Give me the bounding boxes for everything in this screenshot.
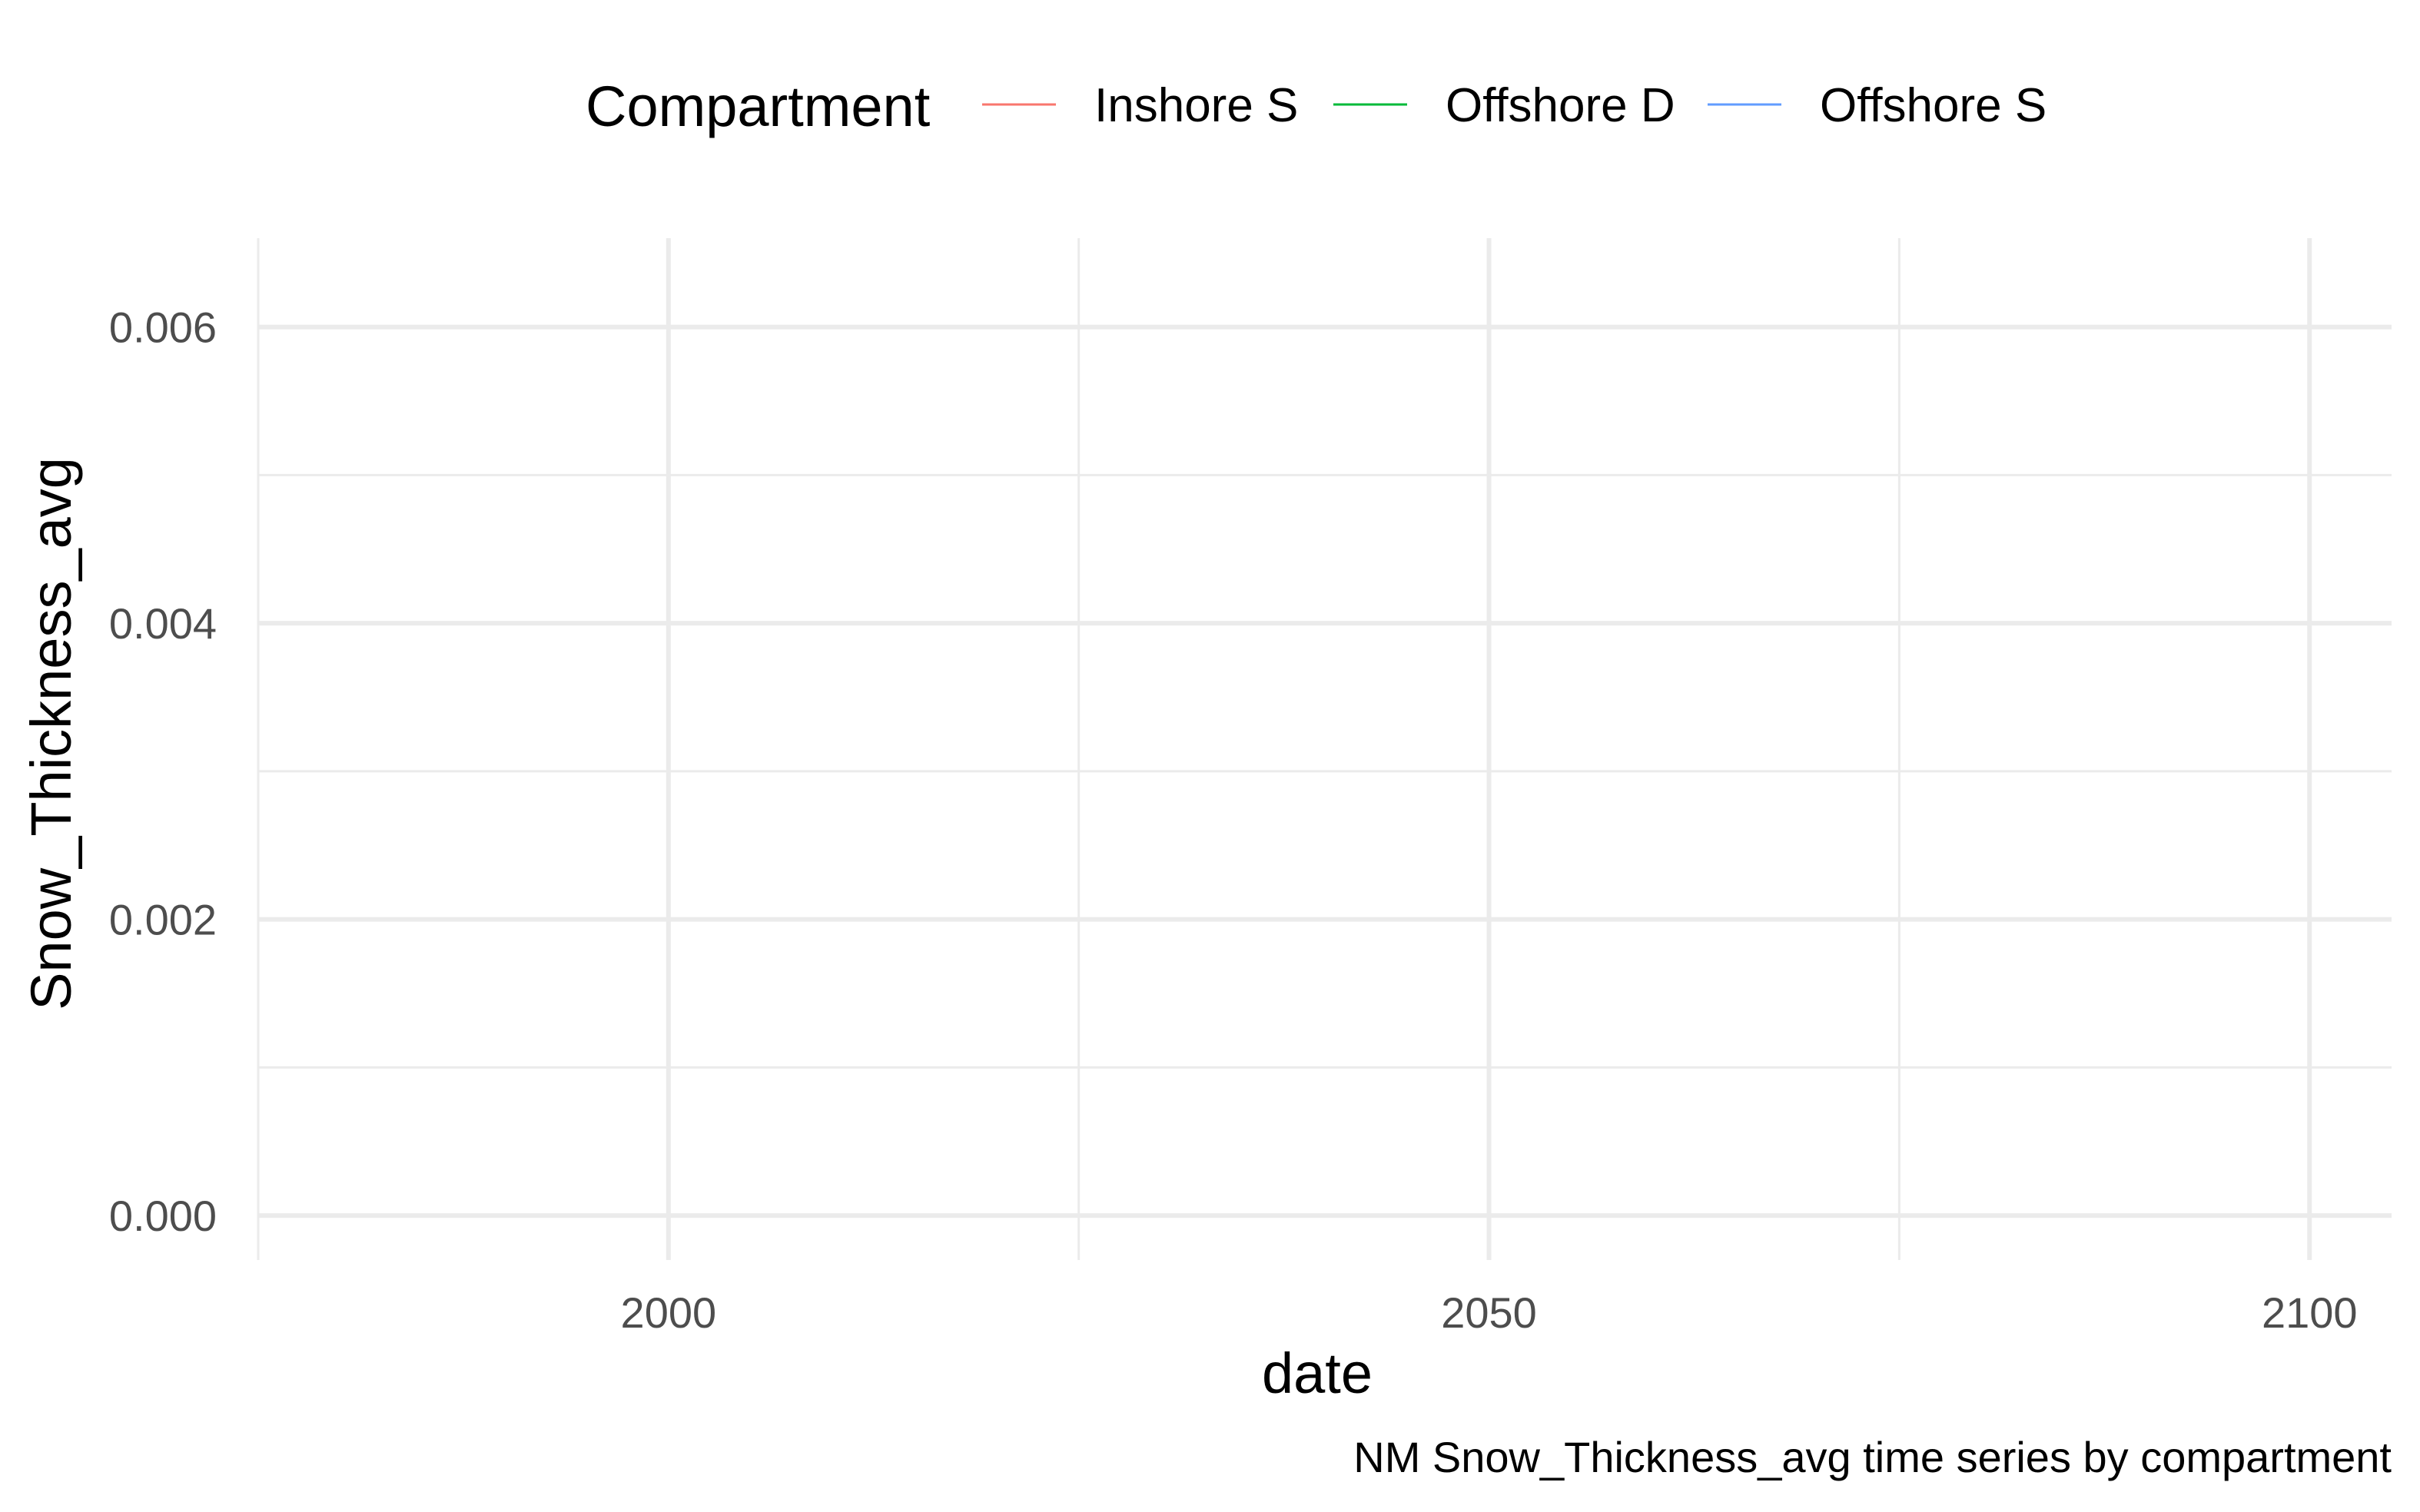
x-tick-label: 2100 (2262, 1288, 2358, 1337)
y-axis-title: Snow_Thickness_avg (19, 457, 83, 1010)
major-gridlines (258, 238, 2392, 1260)
x-tick-labels: 2000 2050 2100 (621, 1288, 2358, 1337)
y-tick-labels: 0.000 0.002 0.004 0.006 (109, 303, 217, 1241)
legend-title: Compartment (586, 75, 931, 138)
legend-items: Inshore S Offshore D Offshore S (982, 79, 2047, 132)
caption: NM Snow_Thickness_avg time series by com… (1353, 1433, 2392, 1481)
legend: Compartment Inshore S Offshore D Offshore … (586, 75, 2047, 138)
y-tick-label: 0.002 (109, 896, 217, 944)
legend-entry-label: Offshore D (1446, 79, 1675, 132)
y-tick-label: 0.000 (109, 1192, 217, 1240)
x-axis-title: date (1262, 1341, 1373, 1405)
y-tick-label: 0.006 (109, 303, 217, 352)
x-tick-label: 2000 (621, 1288, 717, 1337)
legend-entry-label: Inshore S (1094, 79, 1298, 132)
legend-entry-label: Offshore S (1820, 79, 2047, 132)
minor-gridlines (257, 238, 2392, 1260)
x-tick-label: 2050 (1441, 1288, 1537, 1337)
y-tick-label: 0.004 (109, 599, 217, 648)
